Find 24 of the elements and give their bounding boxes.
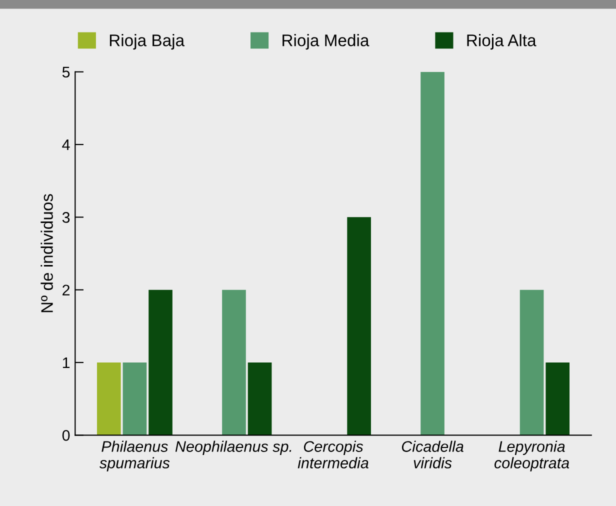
bar <box>546 362 570 436</box>
y-tick-label: 5 <box>62 66 70 78</box>
legend-label: Rioja Alta <box>467 34 536 50</box>
x-tick-label: Cercopis intermedia <box>298 440 368 468</box>
bar <box>96 362 121 436</box>
bar <box>122 362 147 436</box>
bar <box>520 290 544 436</box>
y-tick-label: 4 <box>62 140 70 150</box>
legend-label: Rioja Media <box>282 34 370 50</box>
x-tick-label: Philaenus spumarius <box>100 440 170 472</box>
legend-label: Rioja Baja <box>110 34 185 50</box>
x-tick-label: Lepyronia coleoptrata <box>494 440 570 472</box>
x-tick-label: Cicadella viridis <box>402 440 464 468</box>
bar <box>248 362 272 436</box>
bar <box>222 290 246 436</box>
y-tick-label: 3 <box>62 212 70 223</box>
y-tick-label: 2 <box>62 284 70 296</box>
y-tick-label: 1 <box>62 358 70 368</box>
bar <box>420 72 444 436</box>
bar <box>148 290 172 436</box>
y-axis-title: Nº de individuos <box>40 194 53 312</box>
x-tick-label: Neophilaenus sp. <box>175 440 292 455</box>
y-tick-label: 0 <box>62 430 70 441</box>
bar <box>347 217 371 436</box>
